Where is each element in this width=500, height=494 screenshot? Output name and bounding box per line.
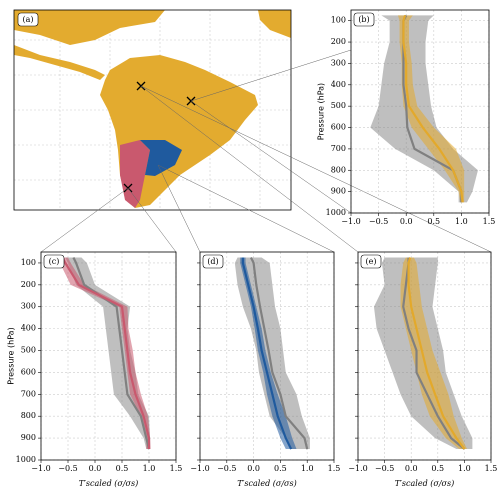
y-tick-label: 100 [331,16,346,25]
y-tick-label: 900 [331,187,346,196]
profile-panel: −1.0 −0.5 0.0 0.5 1.0 1.5 (e) T′scaled (σ/σs) [348,251,498,488]
y-tick-label: 1000 [326,208,346,217]
y-tick-label: 200 [331,37,346,46]
band [57,257,151,450]
profile-panel: −1.0 −0.5 0.0 0.5 1.0 1.5 100 200 300 400 500 600 70… [317,9,496,226]
x-tick-label: −0.5 [58,464,77,473]
region-c [120,140,150,208]
x-tick-label: 0.5 [116,464,129,473]
x-tick-label: −0.5 [375,464,394,473]
panel-label-box [17,12,39,27]
y-tick-label: 500 [21,346,36,355]
y-tick-label: 700 [21,389,36,398]
y-tick-label: 200 [21,280,36,289]
connectors [40,49,492,253]
x-tick-label: −0.5 [217,464,236,473]
central-america [14,45,105,80]
x-tick-label: 0.0 [89,464,102,473]
x-tick-label: −1.0 [190,464,209,473]
y-tick-label: 600 [21,367,36,376]
mean-line [402,257,466,450]
mean-line [249,256,309,450]
x-axis-label: T′scaled (σ/σs) [79,479,138,488]
y-tick-label: 400 [21,324,36,333]
panel-label-box [202,254,224,269]
y-tick-label: 700 [331,144,346,153]
y-tick-label: 400 [331,80,346,89]
band [400,257,468,450]
x-tick-label: 1.5 [170,464,183,473]
y-tick-label: 800 [331,165,346,174]
y-tick-label: 800 [21,411,36,420]
y-tick-label: 600 [331,123,346,132]
x-axis-label: T′scaled (σ/σs) [395,479,454,488]
y-tick-label: 300 [21,302,36,311]
panel-label: (e) [366,257,377,266]
north-america [14,10,165,45]
map-frame [13,9,292,211]
x-tick-label: 0.5 [274,464,287,473]
x-tick-label: 1.0 [143,464,156,473]
x-tick-label: 0.5 [427,217,440,226]
panel-label-box [353,12,375,27]
band [65,257,151,450]
panel-label: (b) [358,15,369,24]
region-d [140,140,182,176]
plot-frame [40,251,177,461]
plot-frame [199,251,335,461]
mean-line [402,15,464,203]
panel-label-box [43,254,65,269]
panel-label: (a) [22,15,33,24]
plot-frame [357,251,492,461]
x-tick-label: −1.0 [341,217,360,226]
y-tick-label: 500 [331,101,346,110]
mean-line [241,257,293,450]
map-panel: (a) [13,9,292,211]
y-axis-label: Pressure (hPa) [317,83,326,140]
x-tick-label: 1.5 [328,464,341,473]
x-tick-label: −1.0 [348,464,367,473]
x-tick-label: 1.5 [483,217,496,226]
x-tick-label: 0.0 [405,464,418,473]
panel-label-box [360,254,382,269]
x-tick-label: 1.0 [455,217,468,226]
band [397,15,465,203]
x-tick-label: −0.5 [369,217,388,226]
y-tick-label: 900 [21,433,36,442]
profile-panel: −1.0 −0.5 0.0 0.5 1.0 1.5 (d) T′scaled (σ/σs) [190,251,341,488]
panel-label: (d) [207,257,218,266]
y-tick-label: 300 [331,58,346,67]
plot-frame [350,9,490,214]
x-tick-label: 0.0 [400,217,413,226]
y-axis-label: Pressure (hPa) [7,327,16,384]
mean-line [61,256,151,450]
x-tick-label: 0.0 [247,464,260,473]
x-tick-label: 0.5 [431,464,444,473]
x-tick-label: 1.0 [301,464,314,473]
africa [258,10,291,38]
profile-panel: −1.0 −0.5 0.0 0.5 1.0 1.5 100 200 300 400 500 600 70… [7,251,183,488]
mean-line [72,256,151,450]
x-tick-label: −1.0 [31,464,50,473]
x-tick-label: 1.0 [458,464,471,473]
panel-label: (c) [49,257,60,266]
y-tick-label: 100 [21,258,36,267]
mean-line [407,257,466,450]
x-tick-label: 1.5 [485,464,498,473]
x-axis-label: T′scaled (σ/σs) [237,479,296,488]
y-tick-label: 1000 [16,455,36,464]
